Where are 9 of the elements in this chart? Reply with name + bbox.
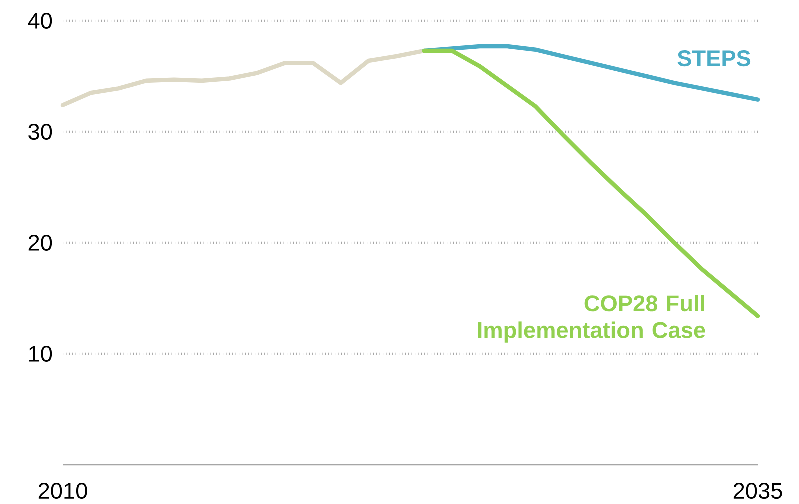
y-tick-label: 40 — [28, 13, 52, 30]
series-label: COP28 Full Implementation Case — [478, 295, 706, 344]
line-series — [60, 49, 427, 108]
series-label: STEPS — [678, 50, 751, 67]
y-tick-label: 10 — [29, 346, 52, 362]
x-tick-label: 2010 — [38, 483, 88, 500]
y-tick-label: 20 — [28, 235, 52, 252]
y-tick-label: 30 — [28, 124, 52, 140]
x-tick-label: 2035 — [734, 483, 782, 500]
